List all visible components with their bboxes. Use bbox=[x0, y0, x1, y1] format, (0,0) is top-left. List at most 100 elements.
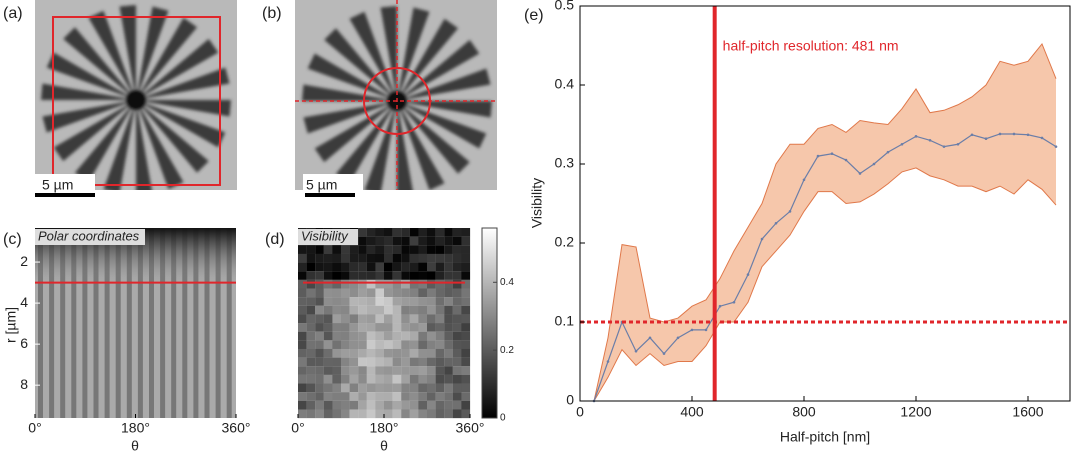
x-tick-label: 0° bbox=[28, 420, 41, 436]
pixel bbox=[452, 305, 462, 315]
pixel bbox=[401, 357, 410, 367]
pixel bbox=[392, 279, 402, 289]
y-tick-label: 0.3 bbox=[555, 155, 575, 171]
pixel bbox=[427, 305, 436, 315]
pixel bbox=[384, 279, 393, 289]
point bbox=[648, 336, 652, 340]
pixel bbox=[315, 392, 324, 401]
point bbox=[746, 273, 750, 276]
star-spoke bbox=[302, 84, 397, 101]
pixel bbox=[435, 305, 445, 315]
pixel bbox=[427, 314, 436, 324]
pixel bbox=[298, 409, 307, 419]
pixel bbox=[427, 400, 436, 410]
pixel bbox=[409, 228, 419, 237]
pixel bbox=[461, 279, 471, 289]
band-edge bbox=[593, 167, 1057, 402]
pixel bbox=[341, 297, 350, 306]
pixel bbox=[341, 279, 350, 289]
pixel bbox=[384, 383, 393, 393]
panel-label: (a) bbox=[3, 5, 23, 22]
pixel bbox=[384, 340, 393, 350]
star-spoke bbox=[136, 17, 198, 101]
pixel bbox=[418, 331, 428, 341]
pixel bbox=[418, 357, 428, 367]
pixel bbox=[452, 366, 462, 375]
pixel bbox=[341, 409, 350, 419]
pixel bbox=[298, 366, 307, 375]
pixel bbox=[409, 340, 419, 350]
pixel bbox=[427, 262, 436, 272]
pixel bbox=[418, 288, 428, 298]
pixel bbox=[435, 297, 445, 306]
point bbox=[886, 150, 890, 154]
pixel bbox=[315, 323, 324, 332]
pixel bbox=[306, 374, 316, 384]
pixel bbox=[306, 262, 316, 272]
pixel bbox=[332, 288, 342, 298]
pixel bbox=[461, 297, 471, 306]
pixel bbox=[323, 383, 333, 393]
scale-bg bbox=[35, 174, 95, 190]
pixel bbox=[298, 331, 307, 341]
pixel bbox=[341, 262, 350, 272]
pixel bbox=[341, 331, 350, 341]
pixel bbox=[461, 288, 471, 298]
pixel bbox=[435, 392, 445, 401]
pixel bbox=[452, 348, 462, 358]
pixel bbox=[384, 236, 393, 246]
pixel bbox=[298, 245, 307, 254]
star-spoke bbox=[136, 100, 184, 190]
pixel bbox=[444, 340, 453, 350]
pixel bbox=[366, 357, 376, 367]
pixel bbox=[392, 253, 402, 263]
pixel bbox=[306, 314, 316, 324]
pixel bbox=[444, 262, 453, 272]
pixel bbox=[384, 323, 393, 332]
pixel bbox=[341, 323, 350, 332]
star-spoke bbox=[88, 10, 136, 100]
star-spoke bbox=[324, 28, 397, 102]
pixel bbox=[349, 314, 359, 324]
pixel bbox=[315, 348, 324, 358]
pixel bbox=[444, 236, 453, 246]
pixel bbox=[306, 348, 316, 358]
colorbar-tick-label: 0.2 bbox=[500, 345, 514, 356]
pixel bbox=[444, 245, 453, 254]
pixel bbox=[332, 279, 342, 289]
pixel bbox=[341, 253, 350, 263]
y-tick-label: 4 bbox=[20, 294, 28, 310]
pixel bbox=[401, 262, 410, 272]
pixel bbox=[435, 340, 445, 350]
pixel bbox=[341, 305, 350, 315]
pixel bbox=[452, 262, 462, 272]
pixel bbox=[452, 400, 462, 410]
star-spoke bbox=[42, 100, 136, 133]
pixel bbox=[332, 409, 342, 419]
pixel bbox=[366, 314, 376, 324]
pixel bbox=[315, 314, 324, 324]
pixel bbox=[298, 357, 307, 367]
pixel bbox=[366, 383, 376, 393]
pixel bbox=[384, 253, 393, 263]
pixel bbox=[358, 383, 367, 393]
pixel bbox=[392, 245, 402, 254]
pixel bbox=[349, 245, 359, 254]
pixel bbox=[366, 228, 376, 237]
pixel bbox=[392, 271, 402, 280]
pixel bbox=[315, 383, 324, 393]
pixel bbox=[461, 383, 471, 393]
star-spoke bbox=[349, 11, 397, 101]
pixel bbox=[418, 348, 428, 358]
pixel bbox=[375, 374, 385, 384]
pixel bbox=[332, 262, 342, 272]
pixel bbox=[298, 323, 307, 332]
pixel bbox=[298, 383, 307, 393]
pixel bbox=[444, 253, 453, 263]
pixel bbox=[409, 279, 419, 289]
pixel bbox=[323, 314, 333, 324]
pixel bbox=[418, 262, 428, 272]
pixel bbox=[358, 288, 367, 298]
pixel bbox=[315, 331, 324, 341]
pixel bbox=[444, 271, 453, 280]
